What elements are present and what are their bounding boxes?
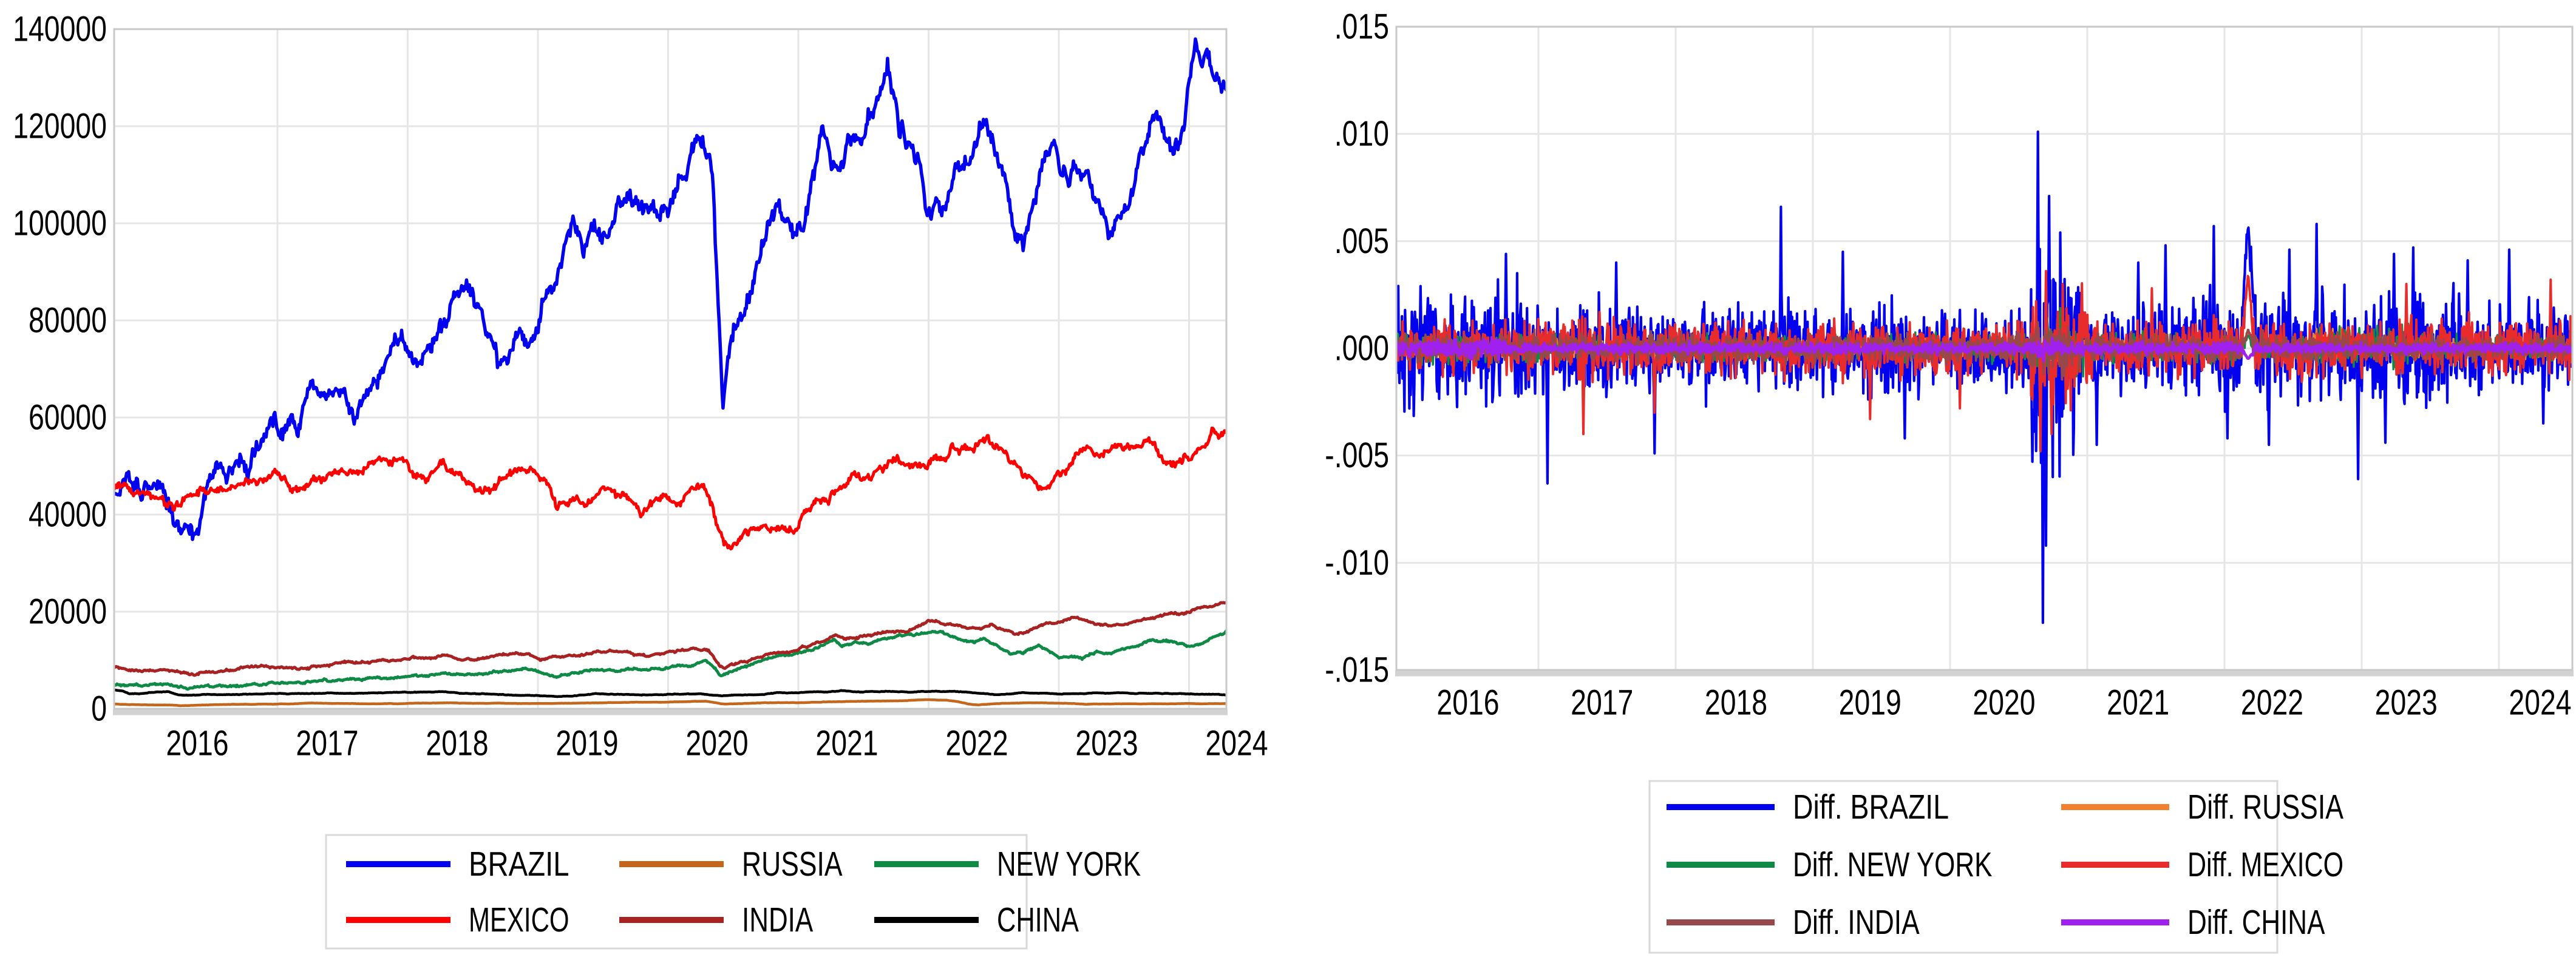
series-line-russia (114, 698, 1226, 708)
x-axis-tick-label: 2017 (296, 724, 358, 763)
legend-item-diff-mexico: Diff. MEXICO (2061, 845, 2343, 884)
y-axis-tick-label: -.015 (1325, 651, 1389, 690)
x-axis-tick-label: 2023 (1075, 724, 1138, 763)
y-axis-tick-label: 80000 (29, 301, 107, 340)
x-axis-labels: 2016 2017 2018 2019 2020 2021 2022 2023 2024 (166, 724, 1268, 763)
x-axis-tick-label: 2019 (556, 724, 618, 763)
x-axis-tick-label: 2021 (2107, 683, 2169, 723)
y-axis-tick-label: .010 (1334, 114, 1389, 154)
x-axis-tick-label: 2024 (1205, 724, 1268, 763)
y-axis-tick-label: .015 (1334, 7, 1389, 47)
x-axis-tick-label: 2021 (815, 724, 878, 763)
gridlines (114, 29, 1226, 709)
legend-item-label: CHINA (997, 901, 1079, 939)
y-axis-tick-label: 60000 (29, 398, 107, 438)
legend-item-diff-china: Diff. CHINA (2061, 903, 2325, 942)
y-axis-tick-label: 0 (91, 689, 107, 729)
series-line-india (114, 601, 1226, 677)
y-axis-tick-label: 40000 (29, 495, 107, 535)
legend-item-label: MEXICO (469, 901, 569, 939)
price-legend: BRAZIL RUSSIA NEW YORK MEXICO INDIA CHINA (325, 834, 1141, 950)
series-group (114, 37, 1226, 708)
x-axis-tick-label: 2023 (2375, 683, 2438, 723)
legend-item-diff-brazil: Diff. BRAZIL (1667, 788, 1949, 826)
plot-border (113, 28, 1228, 710)
y-axis-labels: .015 .010 .005 .000 -.005 -.010 -.015 (1325, 7, 1389, 690)
legend-item-label: NEW YORK (997, 845, 1141, 884)
legend-item-label: Diff. NEW YORK (1793, 845, 1993, 884)
legend-item-label: BRAZIL (469, 845, 569, 884)
legend-item-label: Diff. CHINA (2187, 903, 2325, 942)
x-axis-tick-label: 2017 (1571, 683, 1633, 723)
series-group (1396, 130, 2572, 624)
y-axis-tick-label: 140000 (13, 10, 107, 49)
series-line-diff-china (1396, 336, 2572, 363)
legend-item-mexico: MEXICO (346, 901, 569, 939)
legend-item-diff-russia: Diff. RUSSIA (2061, 788, 2343, 826)
x-axis-tick-label: 2018 (1705, 683, 1767, 723)
legend-item-diff-india: Diff. INDIA (1667, 903, 1920, 942)
legend-item-russia: RUSSIA (619, 845, 843, 884)
legend-item-label: Diff. MEXICO (2187, 845, 2343, 884)
series-line-diff-brazil (1396, 130, 2572, 624)
diff-legend: Diff. BRAZIL Diff. RUSSIA Diff. NEW YORK Di… (1648, 780, 2343, 954)
y-axis-tick-label: .005 (1334, 221, 1389, 261)
y-axis-labels: 140000 120000 100000 80000 60000 40000 20000 0 (13, 10, 107, 729)
x-axis-labels: 2016 2017 2018 2019 2020 2021 2022 2023 2024 (1436, 683, 2571, 723)
series-line-mexico (114, 427, 1226, 551)
x-axis-tick-label: 2022 (2241, 683, 2303, 723)
series-line-brazil (114, 37, 1226, 541)
legend-item-diff-new-york: Diff. NEW YORK (1667, 845, 1993, 884)
y-axis-tick-label: 100000 (13, 204, 107, 243)
x-axis-tick-label: 2020 (685, 724, 748, 763)
x-axis-tick-label: 2020 (1973, 683, 2035, 723)
x-axis-tick-label: 2022 (945, 724, 1008, 763)
price-chart: 140000 120000 100000 80000 60000 40000 20000 0 2… (13, 10, 1268, 950)
x-axis-tick-label: 2019 (1839, 683, 1901, 723)
legend-item-india: INDIA (619, 901, 813, 939)
series-line-china (114, 688, 1226, 698)
legend-item-label: Diff. RUSSIA (2187, 788, 2343, 826)
x-axis-tick-label: 2024 (2509, 683, 2571, 723)
legend-item-label: Diff. INDIA (1793, 903, 1920, 942)
series-line-new-york (114, 629, 1226, 691)
y-axis-tick-label: -.010 (1325, 543, 1389, 583)
y-axis-tick-label: .000 (1334, 329, 1389, 368)
legend-item-label: INDIA (742, 901, 813, 939)
legend-item-label: RUSSIA (742, 845, 843, 884)
plot-border (1395, 25, 2574, 671)
legend-item-label: Diff. BRAZIL (1793, 788, 1949, 826)
x-axis-tick-label: 2016 (1436, 683, 1499, 723)
legend-item-brazil: BRAZIL (346, 845, 569, 884)
legend-item-new-york: NEW YORK (874, 845, 1141, 884)
legend-item-china: CHINA (874, 901, 1079, 939)
x-axis-tick-label: 2016 (166, 724, 228, 763)
x-axis-tick-label: 2018 (426, 724, 488, 763)
y-axis-tick-label: 120000 (13, 107, 107, 146)
y-axis-tick-label: -.005 (1325, 436, 1389, 475)
legend-box (325, 834, 1028, 950)
y-axis-tick-label: 20000 (29, 592, 107, 632)
